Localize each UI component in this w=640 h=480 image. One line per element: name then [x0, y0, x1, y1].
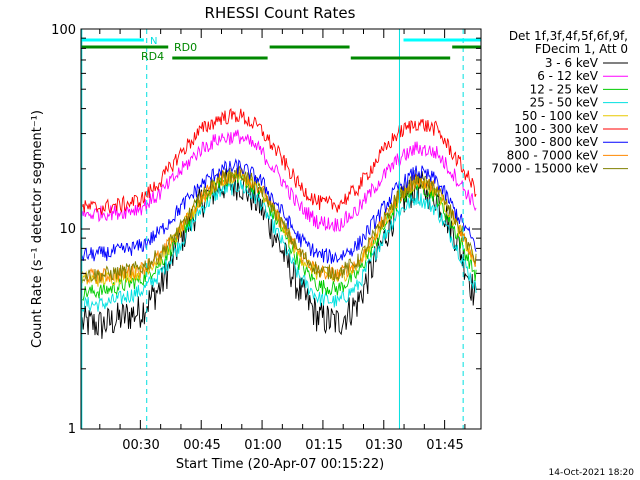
plot-markers-group [81, 29, 464, 429]
y-tick-label-1: 1 [68, 422, 76, 437]
x-tick-label-0045: 00:45 [183, 438, 220, 453]
flag-label-n: N [150, 36, 157, 47]
x-tick-label-0145: 01:45 [426, 438, 463, 453]
legend-label-2: 12 - 25 keV [530, 82, 599, 96]
x-tick-label-0030: 00:30 [122, 438, 159, 453]
legend-label-8: 7000 - 15000 keV [491, 162, 598, 176]
legend-label-6: 300 - 800 keV [514, 135, 598, 149]
legend: Det 1f,3f,4f,5f,6f,9f, FDecim 1, Att 0 3… [491, 29, 628, 176]
series-line-6 [81, 158, 477, 264]
legend-label-7: 800 - 7000 keV [507, 148, 599, 162]
x-tick-labels: 00:30 00:45 01:00 01:15 01:30 01:45 [122, 438, 463, 453]
flag-bars-group [81, 38, 481, 60]
legend-header-fdecim: FDecim 1, Att 0 [535, 42, 628, 56]
chart-title: RHESSI Count Rates [205, 4, 356, 22]
x-tick-label-0130: 01:30 [365, 438, 402, 453]
legend-label-0: 3 - 6 keV [545, 56, 599, 70]
y-tick-label-100: 100 [51, 23, 76, 38]
y-tick-labels: 1 10 100 [51, 23, 76, 437]
axis-ticks-group [81, 28, 481, 430]
legend-label-1: 6 - 12 keV [537, 69, 599, 83]
y-axis-label: Count Rate (s⁻¹ detector segment⁻¹) [30, 110, 45, 348]
legend-label-5: 100 - 300 keV [514, 122, 598, 136]
legend-label-4: 50 - 100 keV [522, 109, 599, 123]
plot-series-group [81, 108, 477, 339]
series-line-7 [81, 167, 477, 284]
flag-label-rd4: RD4 [141, 50, 164, 63]
series-line-1 [81, 129, 477, 233]
footer-date: 14-Oct-2021 18:20 [549, 468, 635, 478]
flag-label-rd0: RD0 [174, 41, 197, 54]
series-line-5 [81, 108, 477, 215]
legend-label-3: 25 - 50 keV [530, 96, 599, 110]
x-axis-label: Start Time (20-Apr-07 00:15:22) [176, 457, 384, 472]
series-line-3 [81, 178, 477, 313]
y-tick-label-10: 10 [59, 222, 76, 237]
x-tick-label-0115: 01:15 [305, 438, 342, 453]
x-tick-label-0100: 01:00 [244, 438, 281, 453]
legend-header-detectors: Det 1f,3f,4f,5f,6f,9f, [509, 29, 628, 43]
